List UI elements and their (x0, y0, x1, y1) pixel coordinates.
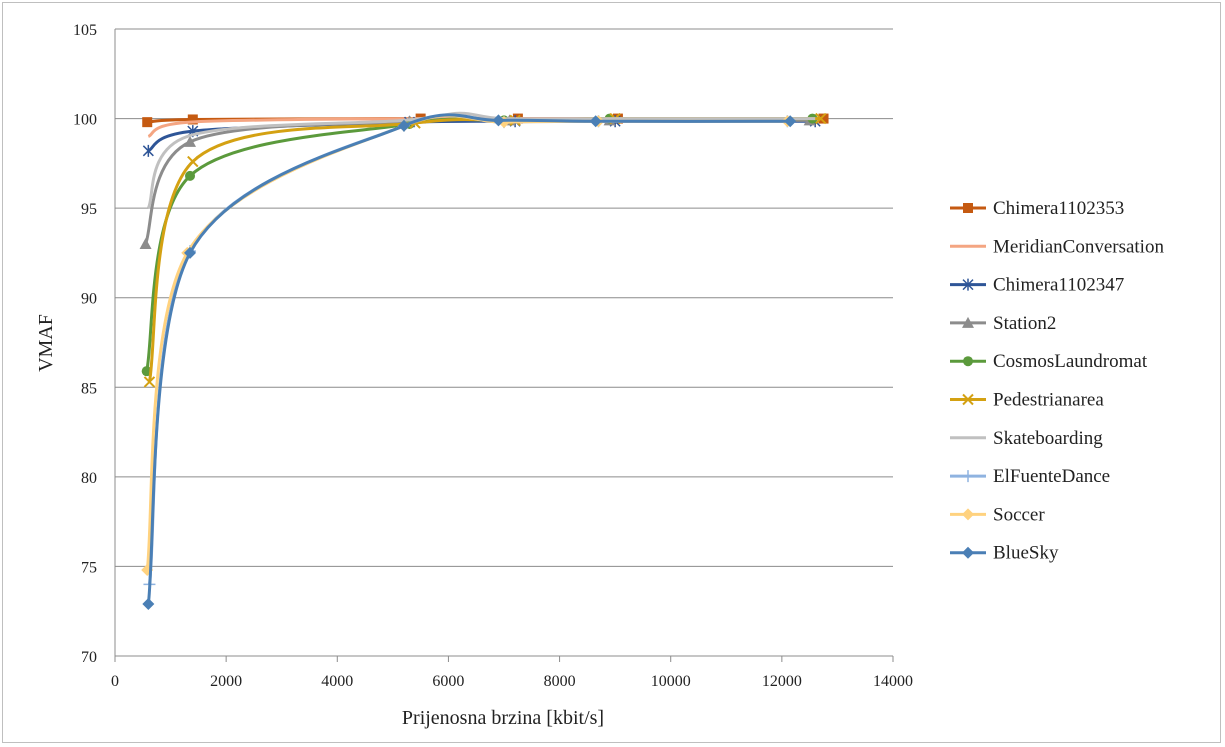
series-line (147, 116, 821, 383)
series-CosmosLaundromat (141, 113, 818, 377)
series-Station2 (139, 114, 816, 249)
series-line (146, 111, 816, 209)
legend-label: ElFuenteDance (993, 466, 1110, 487)
legend-item: CosmosLaundromat (950, 351, 1148, 372)
y-axis-title: VMAF (35, 314, 57, 372)
legend-item: MeridianConversation (950, 236, 1164, 257)
data-point (139, 237, 152, 249)
legend-item: Pedestrianarea (950, 390, 1104, 411)
data-point (142, 144, 154, 157)
legend-marker (962, 508, 974, 521)
legend-label: Skateboarding (993, 428, 1103, 449)
series-line (145, 116, 813, 372)
data-point (142, 598, 155, 611)
legend-label: MeridianConversation (993, 236, 1164, 257)
x-axis-title: Prijenosna brzina [kbit/s] (402, 707, 604, 729)
data-point (143, 376, 156, 388)
series-Skateboarding (146, 111, 816, 209)
legend-marker (963, 356, 973, 367)
data-point (589, 115, 602, 128)
legend-marker (962, 546, 974, 559)
legend-marker (962, 278, 974, 291)
data-point (184, 135, 197, 147)
data-point (187, 155, 199, 168)
legend-marker (962, 316, 974, 328)
data-point (142, 117, 153, 128)
series-line (147, 114, 788, 585)
legend-item: Chimera1102347 (950, 275, 1124, 296)
y-tick-label: 70 (81, 649, 97, 666)
x-tick-label: 2000 (210, 673, 242, 690)
x-tick-label: 12000 (762, 673, 802, 690)
data-point (185, 170, 196, 181)
y-tick-label: 80 (81, 470, 97, 487)
data-point (187, 114, 198, 125)
data-point (784, 115, 797, 128)
series-Soccer (141, 114, 794, 577)
series-line (146, 113, 791, 605)
legend-item: Skateboarding (950, 428, 1103, 449)
legend-marker (962, 470, 974, 483)
x-tick-label: 14000 (873, 673, 913, 690)
series-Pedestrianarea (143, 112, 827, 388)
data-point (184, 246, 197, 259)
series-lines (139, 111, 829, 611)
legend-label: CosmosLaundromat (993, 351, 1148, 372)
legend-label: BlueSky (993, 543, 1059, 564)
legend-label: Chimera1102347 (993, 275, 1124, 296)
series-BlueSky (142, 113, 797, 611)
legend-label: Station2 (993, 313, 1056, 334)
legend-marker (963, 203, 973, 213)
legend-marker (962, 393, 974, 406)
legend-item: Station2 (950, 313, 1056, 334)
y-tick-label: 75 (81, 559, 97, 576)
data-point (818, 113, 829, 124)
y-tick-label: 105 (73, 22, 97, 39)
data-point (397, 119, 410, 132)
legend-item: Soccer (950, 504, 1045, 525)
y-tick-label: 85 (81, 380, 97, 397)
x-tick-label: 6000 (432, 673, 464, 690)
y-tick-label: 95 (81, 201, 97, 218)
data-point (492, 114, 505, 127)
legend-item: Chimera1102353 (950, 198, 1124, 219)
x-tick-label: 8000 (544, 673, 576, 690)
series-line (145, 114, 788, 571)
x-tick-label: 10000 (651, 673, 691, 690)
x-tick-label: 0 (111, 673, 119, 690)
legend-label: Pedestrianarea (993, 390, 1104, 411)
x-tick-label: 4000 (321, 673, 353, 690)
y-tick-label: 100 (73, 112, 97, 129)
legend-label: Soccer (993, 504, 1045, 525)
series-ElFuenteDance (143, 114, 794, 591)
legend-item: BlueSky (950, 543, 1059, 564)
y-tick-label: 90 (81, 291, 97, 308)
legend: Chimera1102353 MeridianConversation Chimer… (950, 198, 1164, 564)
legend-item: ElFuenteDance (950, 466, 1110, 487)
data-point (815, 112, 827, 125)
legend-label: Chimera1102353 (993, 198, 1124, 219)
